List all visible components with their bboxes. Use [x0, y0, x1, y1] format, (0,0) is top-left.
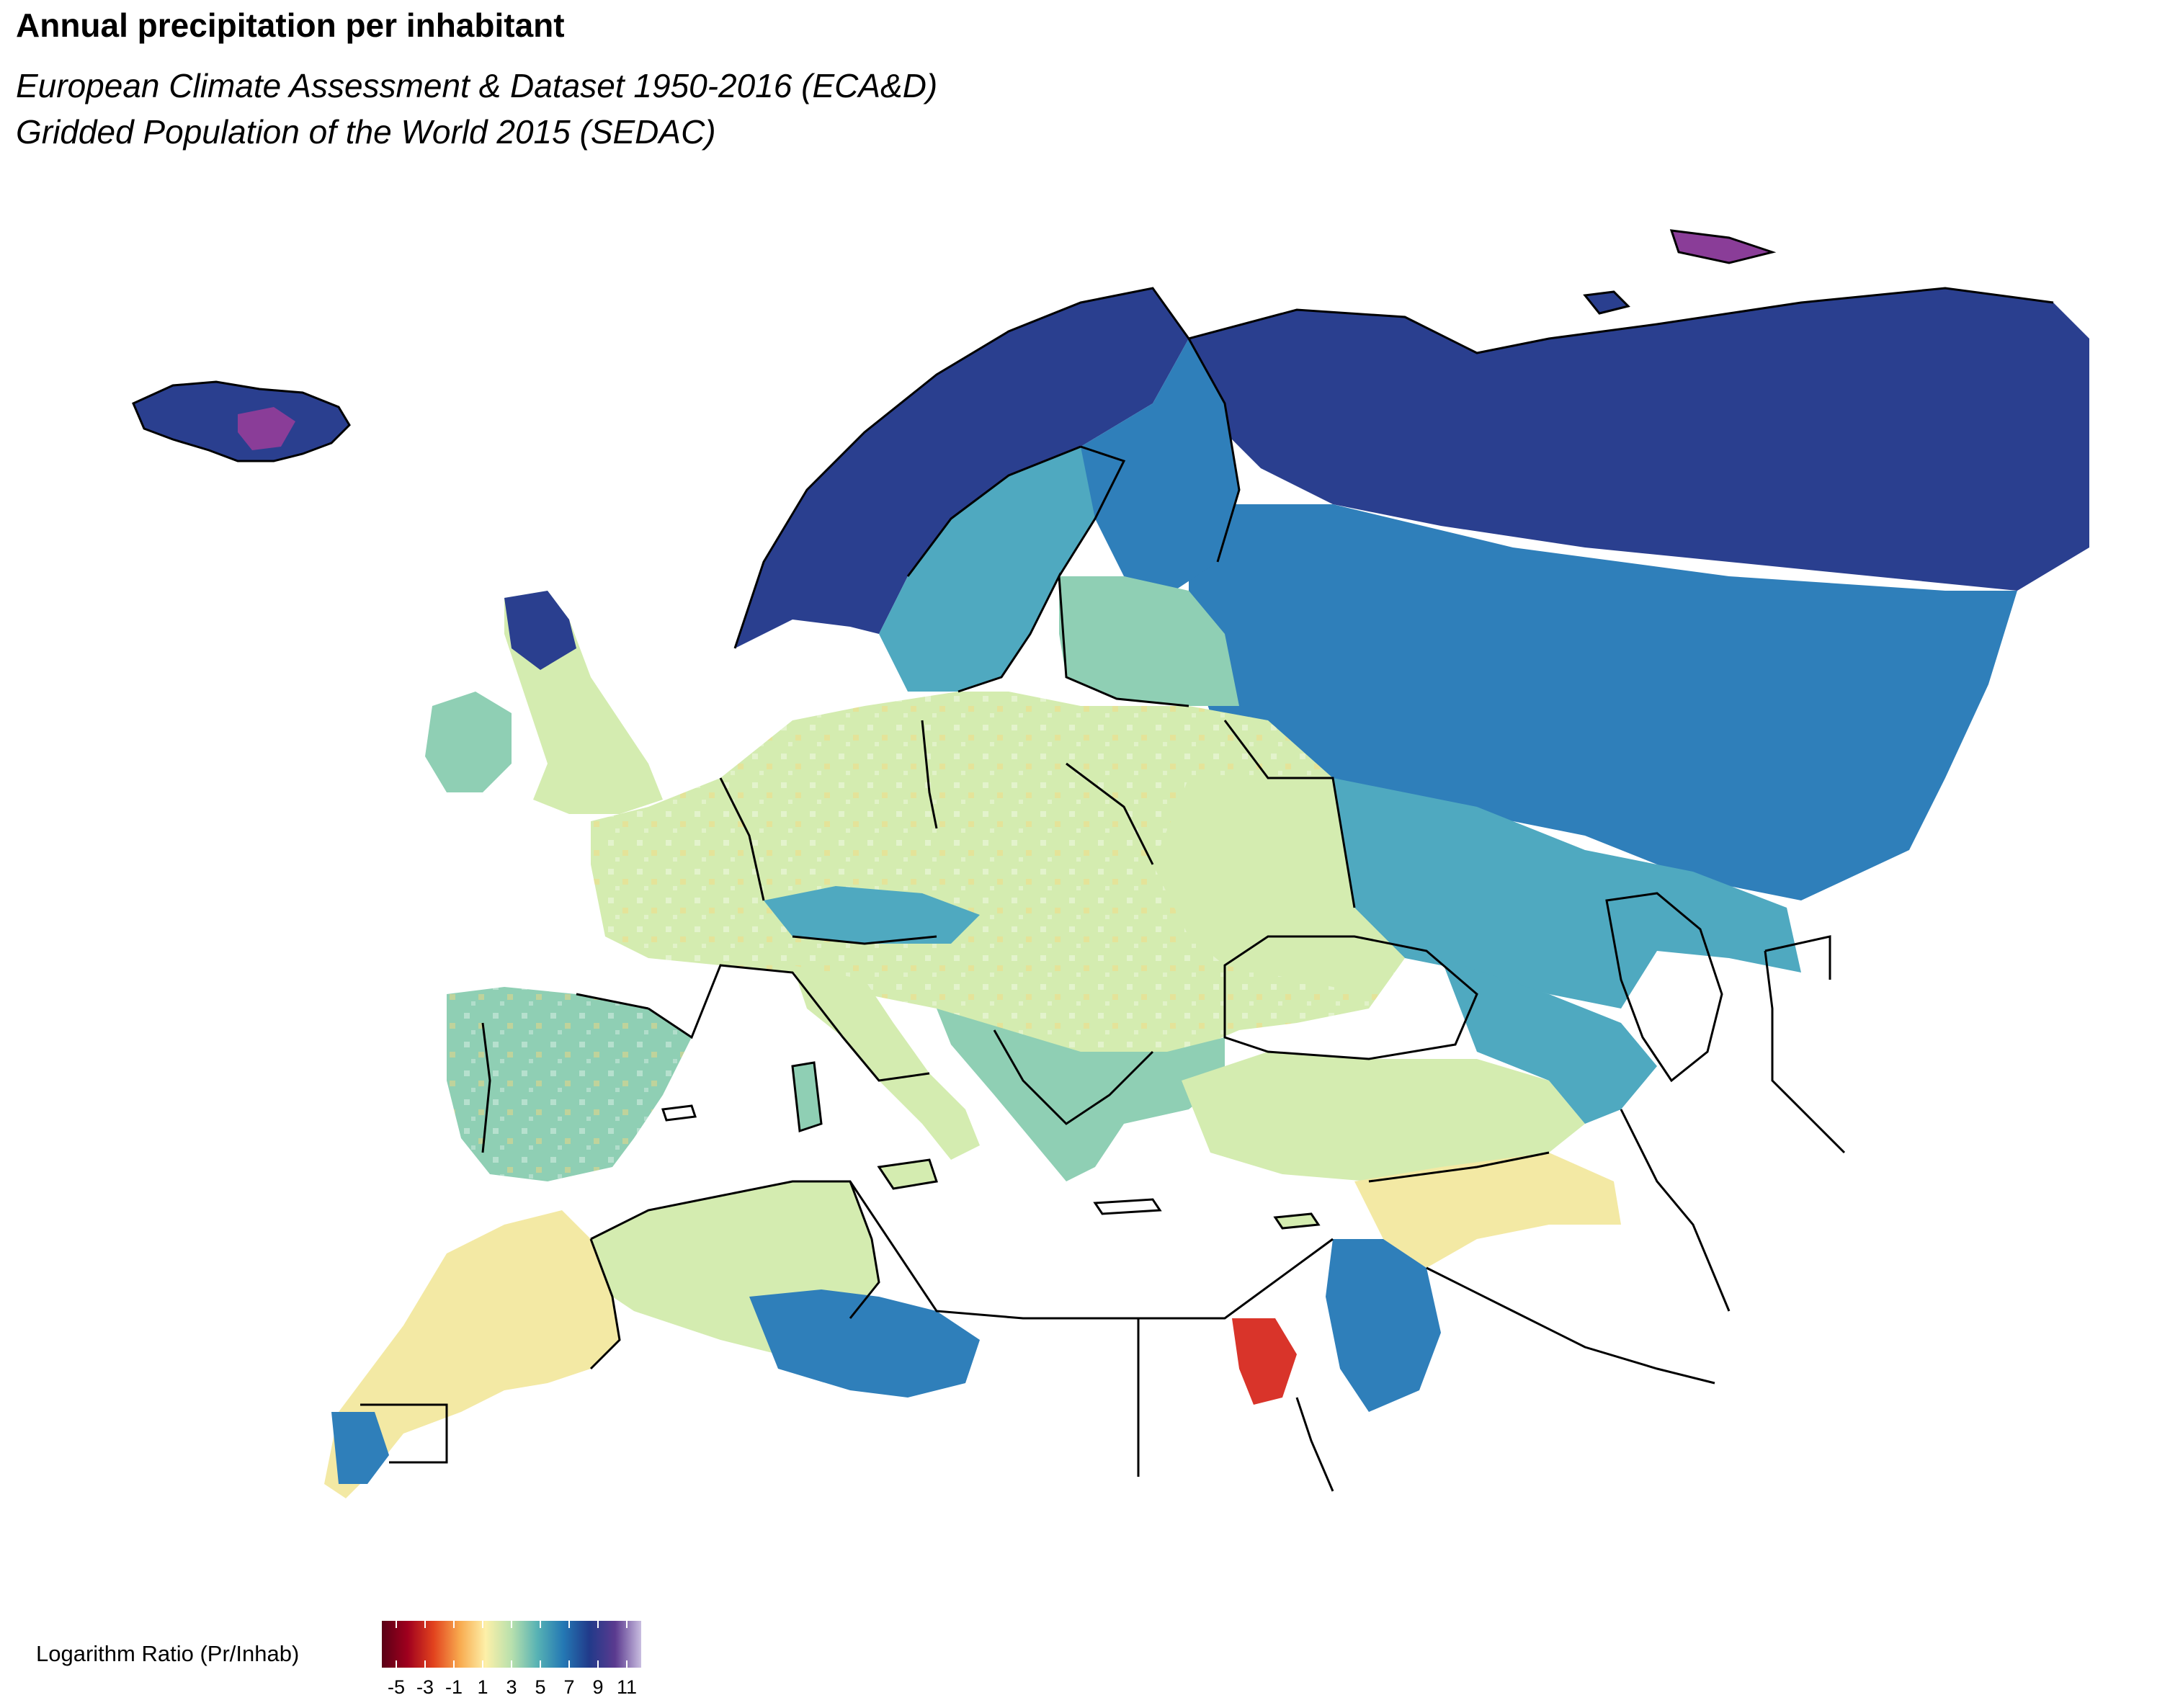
legend-gradient-bar — [382, 1621, 641, 1668]
island-crete — [1093, 1198, 1162, 1215]
border-sweden-finland — [1058, 445, 1126, 577]
border-arabia — [1426, 1266, 1715, 1385]
border-balkans — [993, 1029, 1154, 1125]
legend-tick-label: -5 — [388, 1676, 405, 1698]
border-kazakh-box — [1764, 935, 1831, 980]
land-morocco — [324, 1210, 620, 1498]
border-italy-alps — [792, 935, 937, 945]
border-africa-east — [1295, 1397, 1334, 1492]
legend-tick-label: 7 — [563, 1676, 574, 1698]
land-scotland — [504, 591, 576, 670]
land-russia-central — [1189, 504, 2017, 900]
land-middle-east — [1354, 1153, 1621, 1268]
legend-tick-label: 9 — [592, 1676, 603, 1698]
border-central-asia — [1764, 950, 1846, 1154]
border-turkey-syria — [1368, 1151, 1550, 1183]
island-novaya-zemlya — [1669, 229, 1777, 264]
border-france-germany — [719, 777, 765, 901]
land-sinai-hotspot — [1232, 1318, 1297, 1405]
coast-mediterranean-north — [648, 964, 930, 1082]
coast-norway — [733, 287, 1190, 649]
legend-tick-label: -3 — [416, 1676, 434, 1698]
page-title: Annual precipitation per inhabitant — [16, 6, 565, 44]
border-morocco-algeria — [589, 1238, 621, 1370]
island-corsica-sardinia — [791, 1061, 823, 1133]
coast-baltic — [957, 572, 1189, 707]
legend-label: Logarithm Ratio (Pr/Inhab) — [36, 1641, 300, 1666]
land-russia-north — [1189, 288, 2089, 591]
land-iberia-speckle — [447, 987, 692, 1181]
subtitle-line-1: European Climate Assessment & Dataset 19… — [16, 67, 938, 104]
islands — [661, 229, 1777, 1230]
land-caucasus — [1441, 958, 1657, 1124]
land-western-sahara — [331, 1412, 389, 1484]
legend-ticks: -5 -3 -1 1 3 5 7 9 11 — [388, 1621, 637, 1698]
land-sahara-north — [749, 1289, 980, 1398]
island-cyprus — [1273, 1212, 1321, 1230]
europe-precipitation-map — [132, 229, 2089, 1498]
legend-tick-label: -1 — [445, 1676, 463, 1698]
legend-tick-label: 1 — [477, 1676, 488, 1698]
land-levant-desert — [1326, 1239, 1441, 1412]
legend-colorbar: -5 -3 -1 1 3 5 7 9 11 — [382, 1621, 641, 1698]
border-ukraine-russia — [1223, 720, 1356, 908]
coast-caspian — [1605, 892, 1723, 1083]
island-svalbard-edge — [1583, 290, 1630, 315]
border-iceland — [132, 380, 351, 462]
country-borders — [360, 338, 1846, 1492]
legend-tick-label: 11 — [617, 1676, 637, 1698]
land-alps — [764, 886, 980, 944]
legend-tick-label: 5 — [535, 1676, 545, 1698]
land-russia-south — [1333, 778, 1801, 1009]
region-iceland — [132, 380, 351, 462]
border-spain-portugal — [481, 1022, 491, 1153]
border-algeria-libya — [849, 1181, 880, 1319]
border-germany-poland — [921, 720, 938, 829]
land-finland — [1081, 339, 1239, 591]
coast-mediterranean-south — [590, 1180, 1334, 1320]
land-iceland-hotspot — [238, 407, 295, 450]
border-finland-russia — [1187, 338, 1241, 563]
border-iran — [1620, 1109, 1731, 1312]
island-sicily — [877, 1158, 938, 1190]
border-western-sahara-box — [360, 1403, 448, 1464]
coast-black-sea — [1223, 935, 1478, 1060]
land-italy — [792, 965, 980, 1160]
border-spain-france — [576, 993, 649, 1010]
border-norway-sweden — [906, 445, 1081, 577]
legend-tick-label: 3 — [506, 1676, 517, 1698]
land-turkey — [1182, 1052, 1585, 1181]
region-continent — [324, 288, 2089, 1498]
legend: Logarithm Ratio (Pr/Inhab) -5 -3 -1 1 3 5 7 9 11 — [0, 1585, 720, 1708]
land-sweden — [879, 447, 1124, 692]
land-norway — [735, 288, 1189, 648]
coastlines — [590, 287, 2054, 1320]
land-ireland — [425, 692, 512, 792]
border-poland-ukraine — [1066, 762, 1154, 865]
coast-russia-arctic — [1188, 287, 2054, 354]
island-balearic — [661, 1104, 697, 1122]
subtitle-line-2: Gridded Population of the World 2015 (SE… — [16, 113, 716, 151]
land-baltics — [1059, 576, 1239, 706]
